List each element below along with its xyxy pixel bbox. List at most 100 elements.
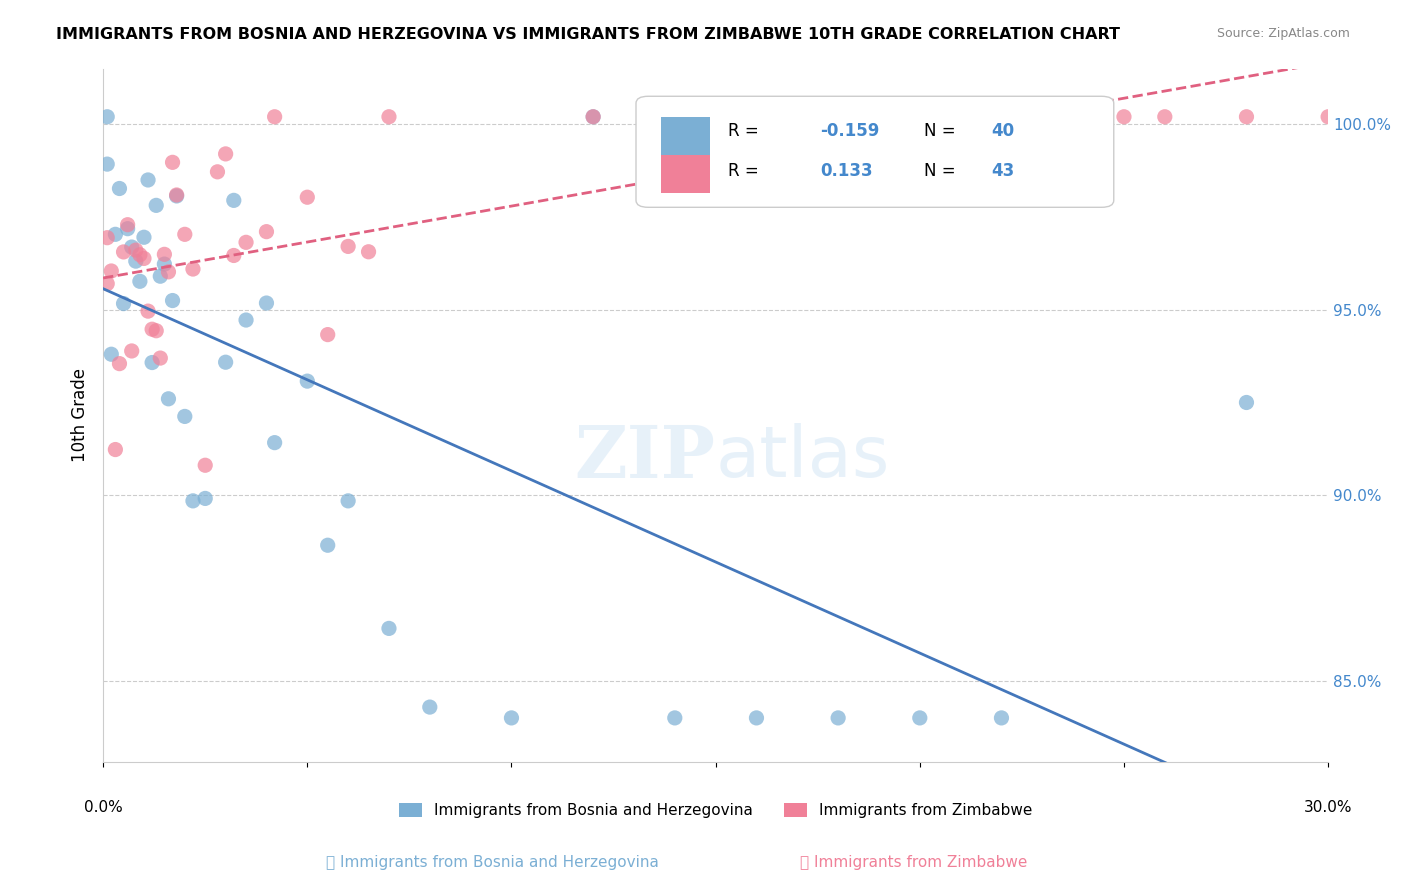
Bosnia <box>582 110 605 124</box>
Bosnia <box>256 296 278 310</box>
Legend: Immigrants from Bosnia and Herzegovina, Immigrants from Zimbabwe: Immigrants from Bosnia and Herzegovina, … <box>394 797 1038 824</box>
Bosnia <box>125 254 148 268</box>
Bosnia <box>132 230 155 244</box>
Zimbabwe <box>145 324 167 338</box>
Bosnia <box>827 711 849 725</box>
Text: ⬜ Immigrants from Zimbabwe: ⬜ Immigrants from Zimbabwe <box>800 855 1028 870</box>
Text: 0.0%: 0.0% <box>84 799 122 814</box>
Bosnia <box>108 181 131 195</box>
Bosnia <box>263 435 285 450</box>
Bosnia <box>337 494 360 508</box>
Zimbabwe <box>297 190 319 204</box>
Bosnia <box>378 621 401 635</box>
Zimbabwe <box>1236 110 1258 124</box>
Bosnia <box>419 700 441 714</box>
Zimbabwe <box>96 230 118 244</box>
Text: Source: ZipAtlas.com: Source: ZipAtlas.com <box>1216 27 1350 40</box>
Zimbabwe <box>149 351 172 365</box>
Zimbabwe <box>357 244 380 259</box>
Zimbabwe <box>108 357 131 371</box>
Zimbabwe <box>162 155 184 169</box>
Zimbabwe <box>256 225 278 239</box>
Zimbabwe <box>1153 110 1175 124</box>
Bosnia <box>181 494 204 508</box>
Bosnia <box>235 313 257 327</box>
Zimbabwe <box>1317 110 1340 124</box>
Bosnia <box>100 347 122 361</box>
Zimbabwe <box>316 327 339 342</box>
Zimbabwe <box>136 304 159 318</box>
Bosnia <box>745 711 768 725</box>
Bosnia <box>153 257 176 271</box>
Y-axis label: 10th Grade: 10th Grade <box>72 368 89 462</box>
Bosnia <box>222 194 245 208</box>
Text: 40: 40 <box>991 122 1014 140</box>
Bosnia <box>121 240 143 254</box>
Zimbabwe <box>96 277 118 291</box>
Zimbabwe <box>222 248 245 262</box>
Bosnia <box>990 711 1012 725</box>
Zimbabwe <box>181 262 204 277</box>
Bosnia <box>157 392 180 406</box>
Bosnia <box>214 355 236 369</box>
Bosnia <box>173 409 195 424</box>
Zimbabwe <box>263 110 285 124</box>
Bosnia <box>908 711 931 725</box>
FancyBboxPatch shape <box>661 155 710 194</box>
Bosnia <box>96 110 118 124</box>
Zimbabwe <box>337 239 360 253</box>
Bosnia <box>1236 395 1258 409</box>
Bosnia <box>104 227 127 242</box>
Bosnia <box>149 269 172 284</box>
Zimbabwe <box>121 343 143 358</box>
Zimbabwe <box>786 110 808 124</box>
Zimbabwe <box>125 243 148 257</box>
Zimbabwe <box>235 235 257 250</box>
Zimbabwe <box>117 218 139 232</box>
Text: 30.0%: 30.0% <box>1303 799 1353 814</box>
FancyBboxPatch shape <box>661 117 710 155</box>
Zimbabwe <box>100 264 122 278</box>
FancyBboxPatch shape <box>636 96 1114 207</box>
Zimbabwe <box>378 110 401 124</box>
Bosnia <box>96 157 118 171</box>
Zimbabwe <box>868 110 890 124</box>
Text: R =: R = <box>728 122 763 140</box>
Text: ⬜ Immigrants from Bosnia and Herzegovina: ⬜ Immigrants from Bosnia and Herzegovina <box>326 855 658 870</box>
Text: atlas: atlas <box>716 423 890 491</box>
Text: 0.133: 0.133 <box>820 161 872 179</box>
Bosnia <box>316 538 339 552</box>
Bosnia <box>166 189 188 203</box>
Text: 43: 43 <box>991 161 1015 179</box>
Bosnia <box>128 274 150 288</box>
Zimbabwe <box>132 252 155 266</box>
Zimbabwe <box>112 244 135 259</box>
Zimbabwe <box>157 265 180 279</box>
Zimbabwe <box>128 248 150 262</box>
Zimbabwe <box>1112 110 1135 124</box>
Text: R =: R = <box>728 161 763 179</box>
Zimbabwe <box>704 110 727 124</box>
Bosnia <box>501 711 523 725</box>
Bosnia <box>664 711 686 725</box>
Text: -0.159: -0.159 <box>820 122 879 140</box>
Text: IMMIGRANTS FROM BOSNIA AND HERZEGOVINA VS IMMIGRANTS FROM ZIMBABWE 10TH GRADE CO: IMMIGRANTS FROM BOSNIA AND HERZEGOVINA V… <box>56 27 1121 42</box>
Zimbabwe <box>194 458 217 473</box>
Zimbabwe <box>141 322 163 336</box>
Bosnia <box>194 491 217 506</box>
Bosnia <box>141 355 163 369</box>
Bosnia <box>145 198 167 212</box>
Zimbabwe <box>173 227 195 242</box>
Bosnia <box>297 374 319 388</box>
Zimbabwe <box>104 442 127 457</box>
Zimbabwe <box>153 247 176 261</box>
Bosnia <box>117 221 139 235</box>
Zimbabwe <box>1031 110 1053 124</box>
Bosnia <box>112 296 135 310</box>
Zimbabwe <box>582 110 605 124</box>
Bosnia <box>136 173 159 187</box>
Zimbabwe <box>207 165 229 179</box>
Zimbabwe <box>214 147 236 161</box>
Text: N =: N = <box>924 161 960 179</box>
Zimbabwe <box>166 188 188 202</box>
